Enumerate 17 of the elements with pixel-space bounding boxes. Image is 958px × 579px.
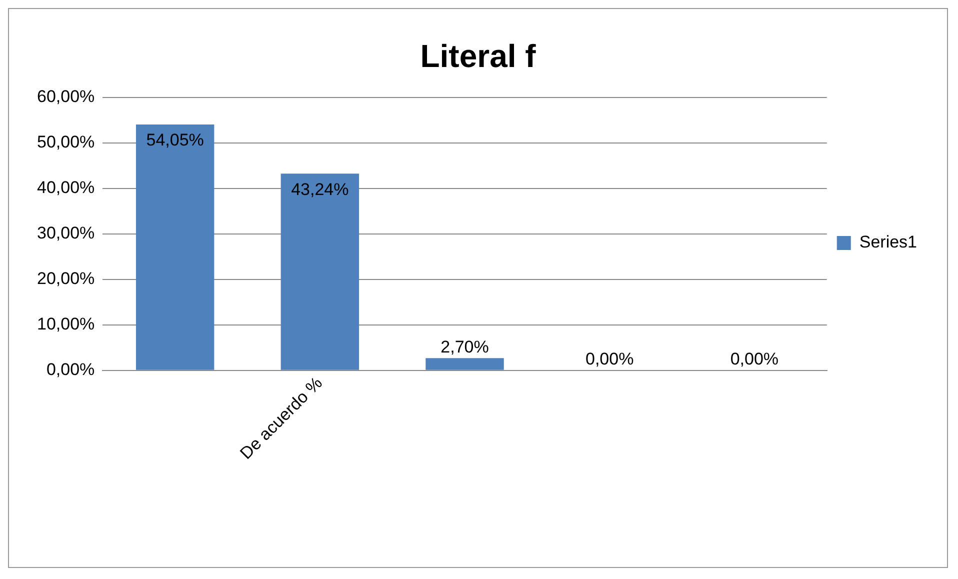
data-label: 0,00% [585, 350, 634, 369]
chart-title: Literal f [420, 38, 536, 74]
y-tick-label: 0,00% [46, 360, 95, 380]
y-tick-label: 30,00% [36, 224, 95, 243]
legend-label: Series1 [859, 232, 917, 252]
bar [280, 174, 360, 370]
data-label: 0,00% [730, 350, 779, 369]
y-tick-label: 50,00% [36, 132, 95, 152]
y-tick-label: 60,00% [36, 87, 95, 106]
data-label: 54,05% [146, 130, 204, 150]
data-label: 2,70% [440, 337, 489, 356]
bar [136, 124, 214, 370]
y-tick-label: 20,00% [36, 269, 95, 288]
data-label: 43,24% [291, 180, 349, 199]
bar [426, 358, 504, 370]
y-tick-label: 10,00% [36, 314, 95, 334]
y-tick-label: 40,00% [36, 178, 95, 198]
